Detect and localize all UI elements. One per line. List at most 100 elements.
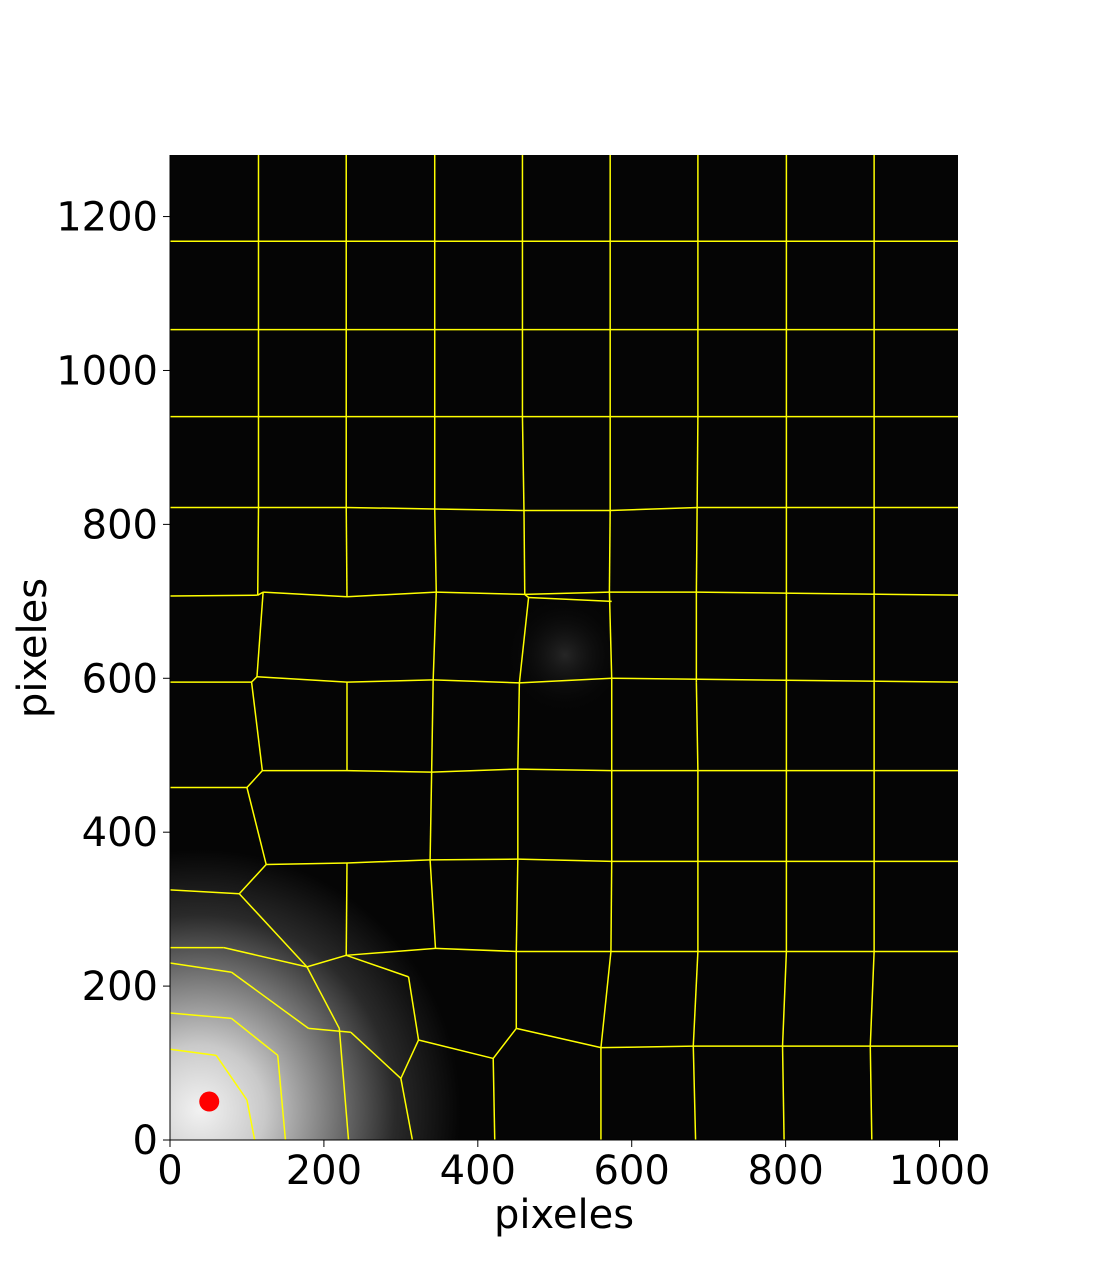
y-tick-label: 1000 (56, 348, 158, 394)
boundary-segment (517, 768, 612, 772)
boundary-segment (521, 416, 525, 511)
boundary-segment (436, 591, 525, 596)
boundary-segment (346, 769, 432, 773)
boundary-segment (435, 947, 517, 953)
x-tick-label: 200 (286, 1148, 362, 1194)
boundary-segment (215, 1054, 248, 1101)
boundary-segment (350, 1031, 402, 1079)
boundary-segment (869, 1046, 873, 1140)
boundary-segment (306, 966, 340, 1029)
boundary-segment (600, 1045, 694, 1049)
boundary-segment (610, 506, 698, 512)
x-tick-label: 0 (157, 1148, 182, 1194)
y-tick-label: 200 (82, 964, 158, 1010)
boundary-segment (431, 768, 518, 773)
boundary-segment (516, 1027, 602, 1049)
segment-boundaries (170, 155, 958, 1140)
boundary-segment (345, 954, 409, 978)
boundary-segment (696, 416, 699, 508)
boundary-segment (608, 592, 613, 679)
y-tick-label: 1200 (56, 195, 158, 241)
boundary-segment (246, 770, 263, 789)
boundary-segment (346, 591, 437, 598)
boundary-segment (346, 859, 431, 864)
boundary-segment (231, 1017, 279, 1056)
boundary-segment (869, 951, 875, 1047)
x-axis: 0 200 400 600 800 1000 (157, 1139, 991, 1194)
boundary-segment (238, 893, 308, 968)
boundary-segment (346, 679, 434, 683)
boundary-segment (170, 962, 232, 973)
boundary-segment (695, 682, 699, 771)
boundary-segment (223, 946, 308, 968)
boundary-segment (308, 1027, 351, 1034)
boundary-segment (338, 1028, 350, 1140)
x-tick-label: 1000 (889, 1148, 991, 1194)
boundary-segment (266, 862, 348, 866)
x-tick-label: 800 (747, 1148, 823, 1194)
boundary-segment (346, 947, 436, 957)
boundary-segment (432, 592, 438, 680)
boundary-segment (608, 510, 611, 593)
boundary-segment (256, 507, 260, 596)
boundary-segment (430, 858, 518, 861)
x-tick-label: 600 (594, 1148, 670, 1194)
red-marker (199, 1091, 220, 1112)
y-tick-label: 600 (82, 656, 158, 702)
boundary-segment (306, 954, 347, 968)
boundary-segment (523, 510, 526, 595)
boundary-segment (696, 591, 958, 596)
boundary-segment (345, 507, 348, 597)
boundary-segment (492, 1058, 496, 1140)
boundary-segment (418, 1039, 494, 1060)
boundary-segment (400, 1078, 414, 1140)
boundary-segment (524, 593, 530, 599)
boundary-segment (346, 506, 435, 510)
boundary-segment (781, 951, 788, 1047)
boundary-segment (170, 1048, 217, 1057)
boundary-segment (515, 859, 519, 952)
plot-area (170, 155, 958, 1140)
boundary-segment (528, 596, 612, 603)
boundary-segment (400, 1039, 420, 1079)
boundary-segment (434, 508, 523, 512)
boundary-segment (251, 676, 258, 683)
y-axis: 0 200 400 600 800 1000 1200 (56, 155, 171, 1164)
boundary-segment (517, 682, 521, 770)
boundary-segment (256, 675, 348, 683)
boundary-segment (170, 594, 258, 597)
y-axis-label: pixeles (10, 578, 56, 718)
boundary-segment (524, 591, 610, 596)
faint-spot (170, 155, 958, 1140)
boundary-segment (238, 863, 267, 895)
boundary-segment (611, 677, 958, 683)
boundary-segment (345, 862, 348, 956)
boundary-segment (610, 861, 613, 952)
boundary-segment (518, 597, 530, 683)
boundary-segment (170, 1012, 232, 1020)
boundary-segment (429, 772, 433, 860)
boundary-segment (600, 951, 612, 1048)
y-tick-label: 800 (82, 502, 158, 548)
boundary-segment (246, 787, 267, 865)
boundary-segment (263, 591, 348, 598)
boundary-segment (276, 1055, 287, 1140)
boundary-segment (492, 1027, 517, 1059)
boundary-segment (692, 1046, 697, 1140)
boundary-segment (407, 976, 420, 1041)
boundary-segment (781, 1046, 785, 1140)
boundary-segment (256, 592, 264, 677)
boundary-segment (257, 591, 264, 596)
boundary-segment (519, 677, 612, 684)
boundary-segment (429, 859, 437, 949)
boundary-segment (231, 971, 309, 1030)
boundary-segment (433, 679, 520, 684)
boundary-segment (433, 508, 438, 593)
boundary-segment (430, 679, 434, 773)
y-tick-label: 0 (133, 1118, 158, 1164)
boundary-segment (170, 889, 240, 895)
x-axis-label: pixeles (494, 1192, 634, 1238)
boundary-segment (517, 858, 612, 863)
x-tick-label: 400 (440, 1148, 516, 1194)
